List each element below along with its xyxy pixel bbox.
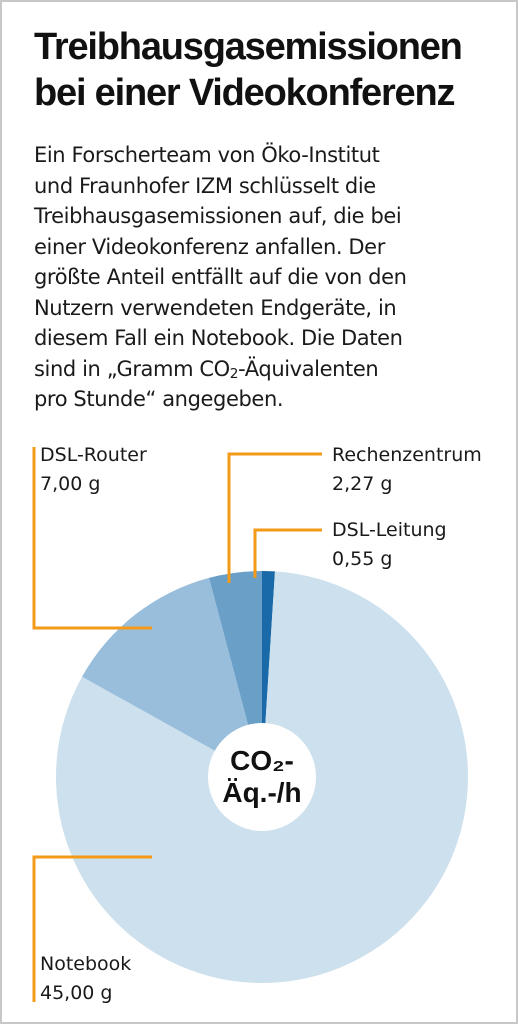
intro-line: pro Stunde“ angegeben. [34,387,284,411]
label-rechenzentrum-name: Rechenzentrum [332,444,482,466]
intro-text: Ein Forscherteam von Öko-Institut und Fr… [34,140,504,415]
title-line-1: Treibhausgasemissionen [34,26,463,68]
center-label-line-1: CO₂- [230,745,294,776]
intro-line: größte Anteil entfällt auf die von den [34,265,407,289]
label-dsl-router-value: 7,00 g [40,473,100,495]
intro-segment: -Äquivalenten [238,356,379,381]
center-label-line-2: Äq.-/h [222,777,301,808]
intro-line: einer Videokonferenz anfallen. Der [34,234,385,259]
intro-line: und Fraunhofer IZM schlüsselt die [34,173,376,198]
chart-title: Treibhausgasemissionen bei einer Videoko… [34,24,504,116]
leader-dsl-router [32,447,152,630]
intro-line: sind in „Gramm CO2-Äquivalenten [34,354,504,385]
leader-rechenzentrum [227,452,322,583]
label-dsl-leitung-name: DSL-Leitung [332,519,447,541]
intro-line: diesem Fall ein Notebook. Die Daten [34,326,403,350]
intro-segment: sind in „Gramm CO [34,356,230,381]
leader-notebook [32,855,152,1002]
label-rechenzentrum-value: 2,27 g [332,473,392,495]
intro-subscript: 2 [229,365,239,382]
label-notebook-value: 45,00 g [40,982,113,1004]
leader-dsl-leitung [253,528,322,578]
intro-line: Ein Forscherteam von Öko-Institut [34,143,380,167]
intro-line: Treibhausgasemissionen auf, die bei [34,204,402,228]
label-notebook-name: Notebook [40,953,131,975]
donut-hole [208,723,316,831]
label-dsl-router-name: DSL-Router [40,444,147,466]
intro-line: Nutzern verwendeten Endgeräte, in [34,295,397,320]
label-dsl-leitung-value: 0,55 g [332,548,392,570]
leader-lines [32,447,322,1002]
title-line-2: bei einer Videokonferenz [34,72,456,114]
